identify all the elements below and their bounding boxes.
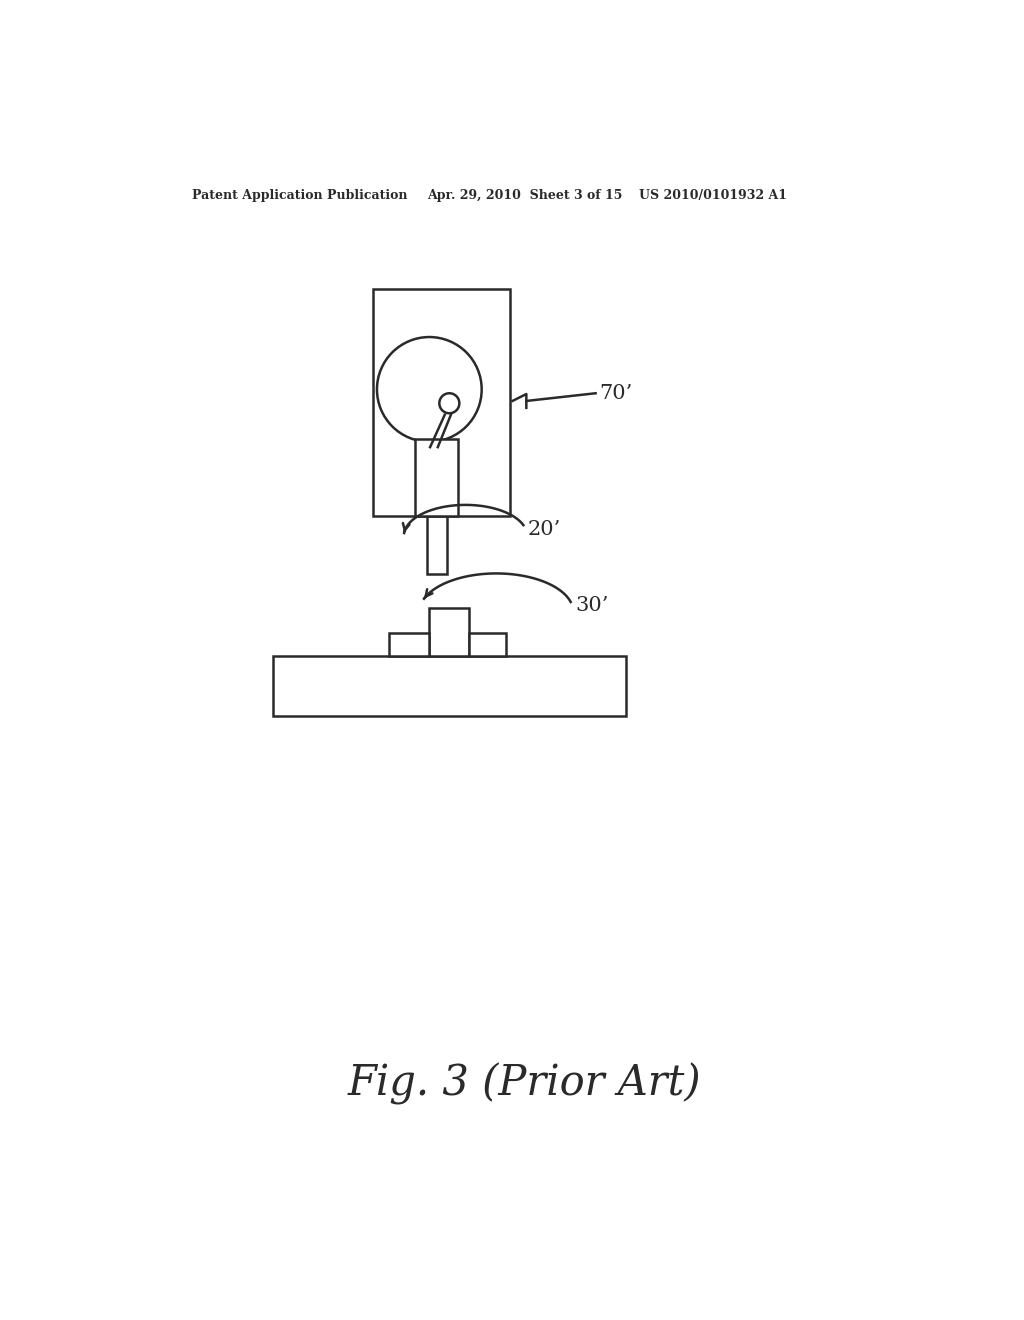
Bar	[469, 632, 506, 656]
Bar	[273, 656, 626, 715]
Text: Fig. 3 (Prior Art): Fig. 3 (Prior Art)	[348, 1063, 701, 1105]
Bar	[429, 609, 469, 656]
Circle shape	[439, 393, 460, 413]
Text: 20’: 20’	[528, 520, 561, 539]
Bar	[389, 632, 429, 656]
Circle shape	[377, 337, 481, 442]
Bar	[427, 516, 447, 574]
Text: US 2010/0101932 A1: US 2010/0101932 A1	[639, 189, 786, 202]
Text: 30’: 30’	[575, 595, 608, 615]
Text: Patent Application Publication: Patent Application Publication	[193, 189, 408, 202]
Bar	[416, 440, 458, 516]
Text: Apr. 29, 2010  Sheet 3 of 15: Apr. 29, 2010 Sheet 3 of 15	[427, 189, 623, 202]
Text: 70’: 70’	[599, 384, 633, 403]
Bar	[373, 289, 510, 516]
